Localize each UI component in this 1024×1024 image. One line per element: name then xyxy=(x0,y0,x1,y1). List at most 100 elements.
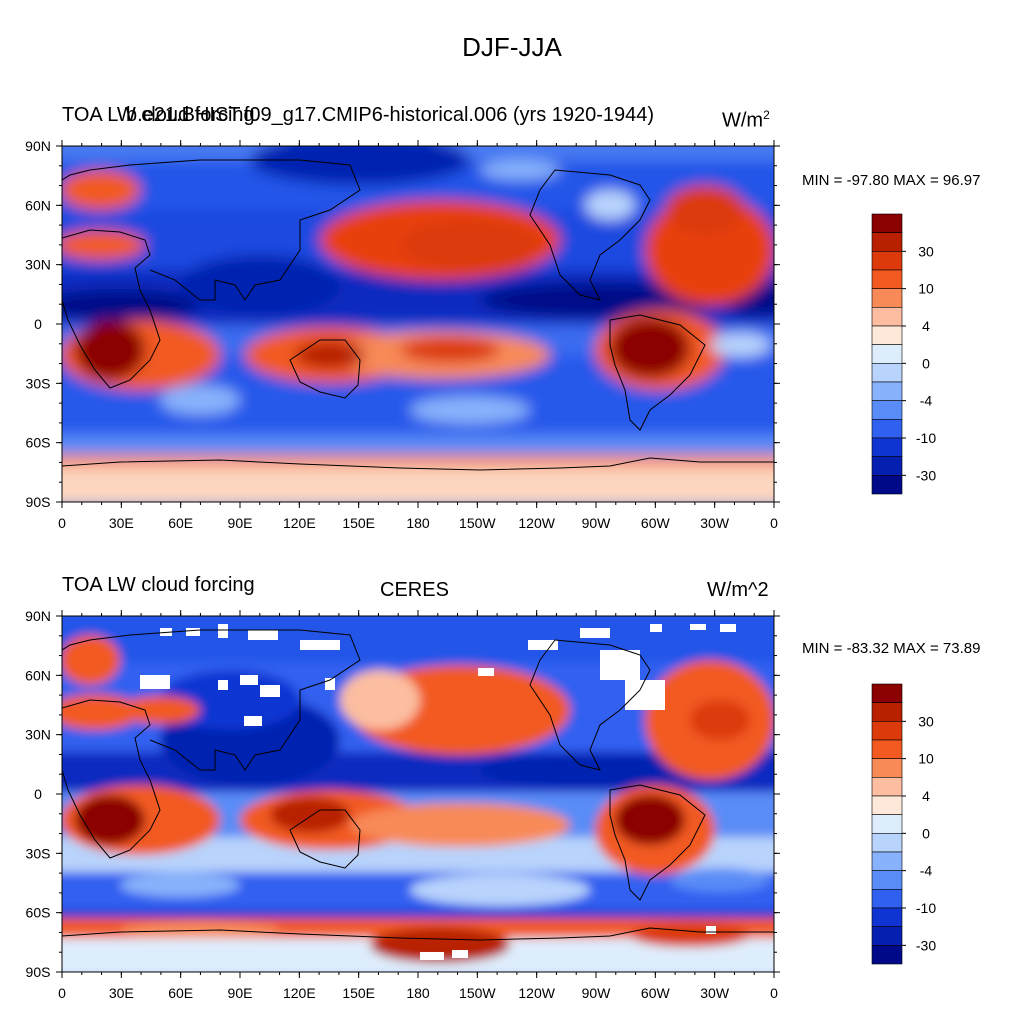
colorbar-swatch xyxy=(871,721,903,741)
lon-label: 0 xyxy=(58,985,66,1001)
colorbar-swatch xyxy=(871,926,903,946)
lon-label: 30E xyxy=(109,515,134,531)
colorbar-label: 10 xyxy=(918,751,934,767)
panel1-center-title: b.e21.BHIST.f09_g17.CMIP6-historical.006… xyxy=(126,104,655,126)
colorbar-swatch xyxy=(871,683,903,703)
colorbar-label: -10 xyxy=(916,900,936,916)
lon-label: 120W xyxy=(518,985,555,1001)
colorbar-swatch xyxy=(871,400,903,420)
lon-label: 90W xyxy=(582,985,612,1001)
colorbar-label: 4 xyxy=(922,318,930,334)
lon-label: 60W xyxy=(641,985,671,1001)
colorbar-swatch xyxy=(871,288,903,308)
colorbar-swatch xyxy=(871,251,903,271)
panel1-colorbar: 30 10 4 0 -4 -10 -30 xyxy=(871,213,936,495)
lon-label: 150W xyxy=(459,985,496,1001)
lon-label: 0 xyxy=(58,515,66,531)
colorbar-swatch xyxy=(871,795,903,815)
panel2-axes: 90N 60N 30N 0 30S 60S 90S 0 30E 60E 90E 120E 150E 180… xyxy=(25,608,780,1001)
colorbar-swatch xyxy=(871,739,903,759)
panel1-map xyxy=(62,146,774,502)
colorbar-swatch xyxy=(871,945,903,965)
colorbar-swatch xyxy=(871,419,903,439)
colorbar-swatch xyxy=(871,758,903,778)
colorbar-label: -4 xyxy=(920,863,933,879)
panel2-units: W/m^2 xyxy=(707,579,769,601)
panel1-left-title: TOA LW cloud forcing xyxy=(62,104,255,126)
colorbar-label: -30 xyxy=(916,937,936,953)
lon-label: 150E xyxy=(342,515,375,531)
lat-label: 0 xyxy=(34,316,42,332)
panel2-missing-data xyxy=(140,624,736,960)
panel1-axes: 90N 60N 30N 0 30S 60S 90S 0 30E 60E 90E 120E 150E 180… xyxy=(25,138,780,531)
panel2-center-title: CERES xyxy=(380,579,449,601)
lon-label: 120E xyxy=(283,515,316,531)
lon-label: 120E xyxy=(283,985,316,1001)
panel2-map xyxy=(62,616,774,972)
lon-label: 30W xyxy=(700,985,730,1001)
colorbar-swatch xyxy=(871,269,903,289)
colorbar-label: -4 xyxy=(920,393,933,409)
lon-label: 150W xyxy=(459,515,496,531)
lon-label: 120W xyxy=(518,515,555,531)
colorbar-swatch xyxy=(871,907,903,927)
panel2-left-title: TOA LW cloud forcing xyxy=(62,574,255,596)
lon-label: 60E xyxy=(168,515,193,531)
lon-label: 90E xyxy=(228,985,253,1001)
colorbar-label: 30 xyxy=(918,713,934,729)
colorbar-swatch xyxy=(871,325,903,345)
lon-label: 30E xyxy=(109,985,134,1001)
panel2-minmax: MIN = -83.32 MAX = 73.89 xyxy=(802,640,981,657)
colorbar-swatch xyxy=(871,851,903,871)
panel1-coastlines xyxy=(62,159,774,471)
colorbar-swatch xyxy=(871,889,903,909)
lon-label: 0 xyxy=(770,985,778,1001)
colorbar-swatch xyxy=(871,777,903,797)
colorbar-label: 10 xyxy=(918,281,934,297)
lon-label: 90E xyxy=(228,515,253,531)
lat-label: 0 xyxy=(34,786,42,802)
figure-title: DJF-JJA xyxy=(462,32,562,62)
lon-label: 90W xyxy=(582,515,612,531)
colorbar-swatch xyxy=(871,363,903,383)
colorbar-swatch xyxy=(871,702,903,722)
lat-label: 30S xyxy=(26,845,51,861)
lon-label: 60W xyxy=(641,515,671,531)
lon-label: 60E xyxy=(168,985,193,1001)
panel1-minmax: MIN = -97.80 MAX = 96.97 xyxy=(802,172,981,189)
lat-label: 60S xyxy=(26,905,51,921)
colorbar-swatch xyxy=(871,456,903,476)
lon-label: 180 xyxy=(406,985,430,1001)
lat-label: 60S xyxy=(26,435,51,451)
panel2-coastlines xyxy=(62,629,774,941)
lat-label: 90N xyxy=(25,138,51,154)
panel2-colorbar: 30 10 4 0 -4 -10 -30 xyxy=(871,683,936,965)
lat-label: 90S xyxy=(26,494,51,510)
colorbar-swatch xyxy=(871,814,903,834)
colorbar-swatch xyxy=(871,232,903,252)
lat-label: 90N xyxy=(25,608,51,624)
map-axes: 90N 60N 30N 0 30S 60S 90S 0 30E 60E 90E 120E 150E 180… xyxy=(25,138,780,1001)
colorbar-label: 0 xyxy=(922,825,930,841)
colorbar-swatch xyxy=(871,307,903,327)
lat-label: 60N xyxy=(25,197,51,213)
lon-label: 30W xyxy=(700,515,730,531)
lat-label: 30N xyxy=(25,727,51,743)
colorbar-swatch xyxy=(871,213,903,233)
lat-label: 90S xyxy=(26,964,51,980)
colorbar-label: -10 xyxy=(916,430,936,446)
colorbar-label: 0 xyxy=(922,355,930,371)
lon-label: 150E xyxy=(342,985,375,1001)
lat-label: 60N xyxy=(25,667,51,683)
colorbar-swatch xyxy=(871,833,903,853)
lon-label: 0 xyxy=(770,515,778,531)
lat-label: 30N xyxy=(25,257,51,273)
colorbar-swatch xyxy=(871,475,903,495)
colorbar-swatch xyxy=(871,870,903,890)
colorbar-swatch xyxy=(871,381,903,401)
lon-label: 180 xyxy=(406,515,430,531)
colorbar-label: -30 xyxy=(916,467,936,483)
colorbar-swatch xyxy=(871,437,903,457)
panel1-units: W/m2 xyxy=(722,108,770,132)
